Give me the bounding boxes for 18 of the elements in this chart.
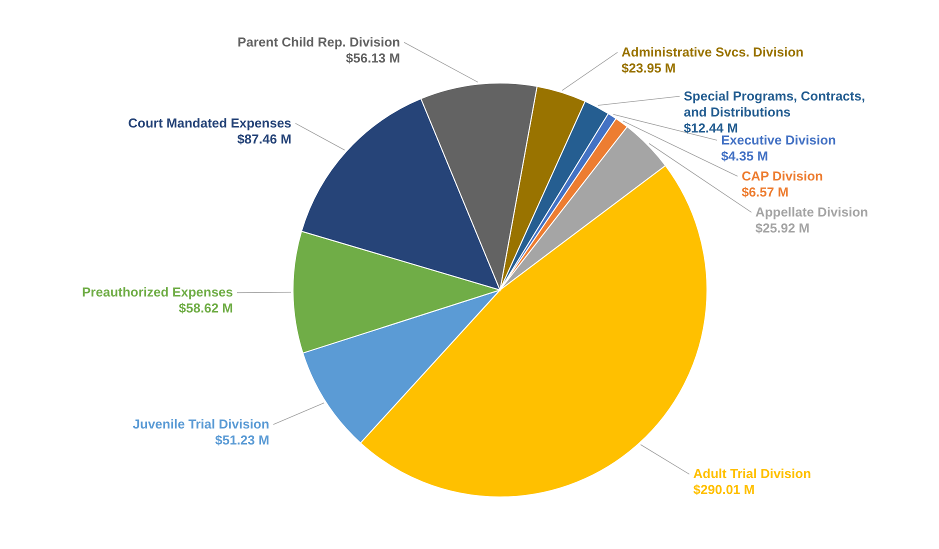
slice-label: Parent Child Rep. Division — [238, 34, 400, 50]
data-label: $23.95 M — [622, 60, 676, 76]
data-label: $51.23 M — [215, 432, 270, 448]
data-label: $4.35 M — [721, 148, 768, 164]
slice-label: Juvenile Trial Division — [132, 416, 270, 432]
slice-label: Special Programs, Contracts, and Distributions — [684, 88, 866, 120]
slice-label: Appellate Division — [755, 204, 868, 220]
slice-label: Administrative Svcs. Division — [622, 44, 804, 60]
slice-label: CAP Division — [742, 168, 824, 184]
data-label: $290.01 M — [693, 482, 755, 498]
slice-label: Court Mandated Expenses — [128, 115, 292, 130]
data-label: $87.46 M — [237, 131, 292, 146]
data-label: $58.62 M — [178, 300, 234, 316]
slice-label: Preauthorized Expenses — [82, 284, 234, 300]
slice-label: Adult Trial Division — [693, 466, 812, 482]
data-label: $6.57 M — [742, 184, 789, 200]
data-label: $25.92 M — [755, 220, 810, 236]
data-label: $56.13 M — [346, 50, 400, 66]
